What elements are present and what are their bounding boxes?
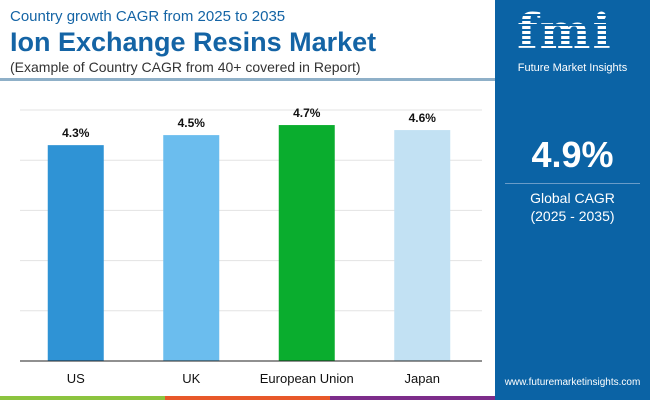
- fmi-logo: fmi: [517, 4, 613, 60]
- strip-green: [0, 396, 165, 400]
- x-tick-label: UK: [182, 371, 200, 386]
- website-link[interactable]: www.futuremarketinsights.com: [504, 377, 641, 388]
- bar-1: [163, 135, 220, 361]
- cagr-label: Global CAGR: [530, 190, 615, 206]
- cagr-period: (2025 - 2035): [530, 208, 615, 224]
- divider: [505, 183, 640, 184]
- data-label: 4.5%: [178, 116, 206, 130]
- chart-title: Ion Exchange Resins Market: [10, 27, 377, 57]
- data-label: 4.3%: [62, 126, 90, 140]
- divider: [0, 78, 495, 81]
- chart-subtitle: Country growth CAGR from 2025 to 2035: [10, 8, 286, 25]
- bar-2: [278, 125, 335, 361]
- x-tick-label: US: [67, 371, 85, 386]
- side-panel: fmi Future Market Insights 4.9% Global C…: [495, 0, 650, 400]
- data-label: 4.6%: [409, 111, 437, 125]
- x-tick-label: Japan: [405, 371, 440, 386]
- x-tick-label: European Union: [260, 371, 354, 386]
- chart-note: (Example of Country CAGR from 40+ covere…: [10, 59, 361, 75]
- bar-0: [47, 145, 104, 361]
- strip-purple: [330, 396, 495, 400]
- bar-chart: 4.3% US 4.5% UK 4.7% European Union 4.6% Japan: [20, 106, 482, 386]
- strip-orange: [165, 396, 330, 400]
- global-cagr-value: 4.9%: [531, 134, 614, 175]
- global-cagr-label: Global CAGR (2025 - 2035): [495, 189, 650, 225]
- bar-3: [394, 130, 451, 361]
- data-label: 4.7%: [293, 106, 321, 120]
- logo-text: Future Market Insights: [517, 62, 628, 74]
